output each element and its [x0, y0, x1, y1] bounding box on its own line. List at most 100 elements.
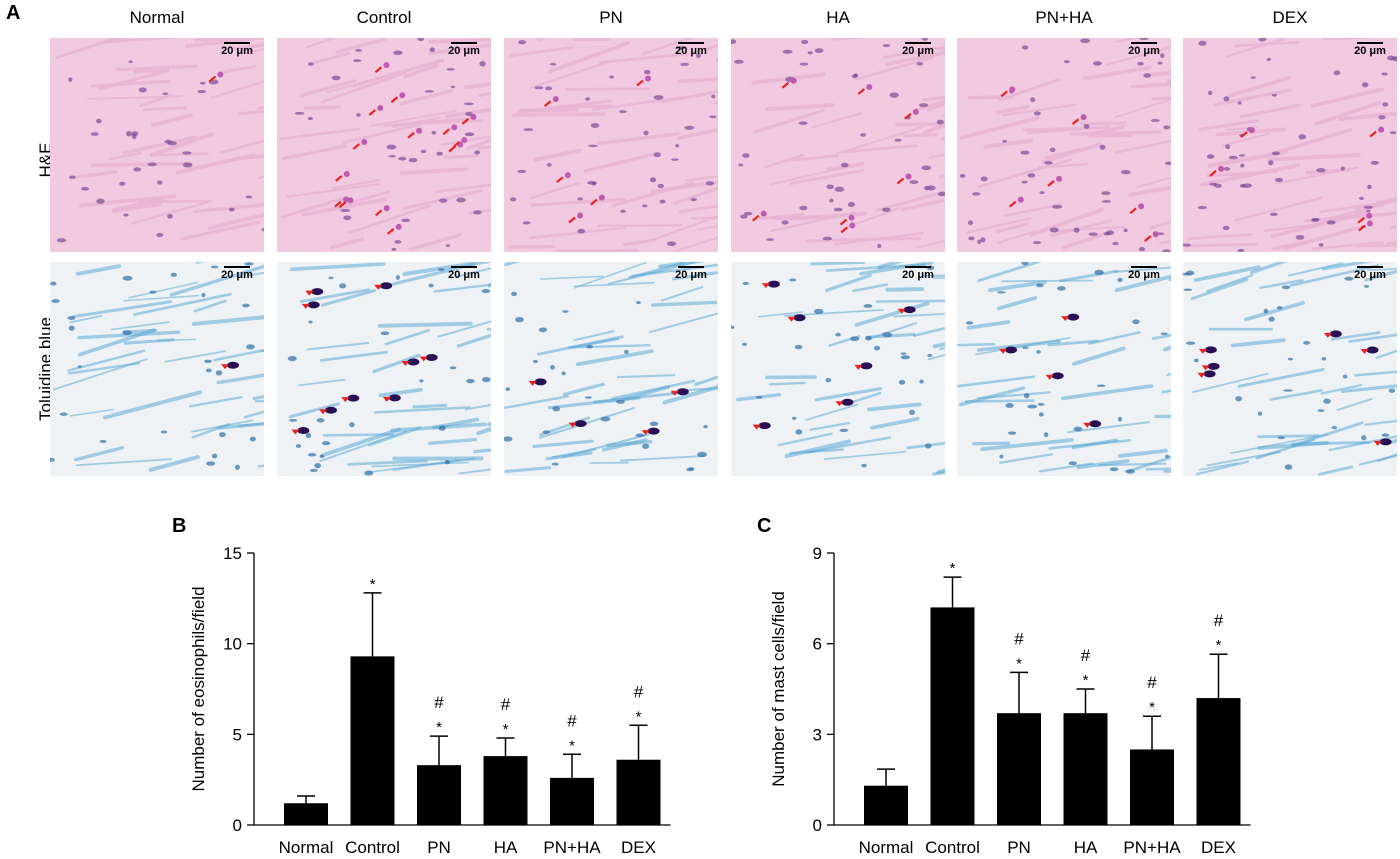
panel-b-letter: B: [172, 515, 187, 537]
scale-bar-line: [1357, 266, 1383, 268]
x-tick-label: Control: [345, 838, 400, 857]
significance-hash: #: [1214, 611, 1224, 630]
significance-star: *: [503, 721, 509, 738]
significance-hash: #: [1081, 646, 1091, 665]
scale-bar-label: 20 μm: [1128, 269, 1160, 281]
significance-star: *: [950, 560, 956, 577]
column-label-pn-ha: PN+HA: [1035, 8, 1093, 27]
column-label-ha: HA: [826, 8, 850, 27]
x-tick-label: PN: [427, 838, 451, 857]
scale-bar: 20 μm: [670, 266, 712, 281]
x-tick-label: PN: [1007, 838, 1031, 857]
micrograph-he-ha: 20 μm: [731, 38, 945, 252]
y-tick-label: 0: [233, 816, 242, 835]
micrograph-image: [957, 38, 1171, 252]
scale-bar-label: 20 μm: [221, 45, 253, 57]
y-tick-label: 3: [813, 725, 822, 744]
scale-bar: 20 μm: [216, 266, 258, 281]
eosinophil-bar-chart: 0 5 10 15 Number of eosinophils/field Normal *…: [190, 544, 671, 857]
column-label-pn: PN: [599, 8, 623, 27]
scale-bar: 20 μm: [1349, 266, 1391, 281]
scale-bar-line: [905, 266, 931, 268]
micrograph-image: [50, 38, 264, 252]
scale-bar-label: 20 μm: [448, 269, 480, 281]
column-label-dex: DEX: [1272, 8, 1308, 27]
scale-bar-line: [678, 266, 704, 268]
scale-bar: 20 μm: [670, 42, 712, 57]
y-axis-label: Number of mast cells/field: [770, 591, 788, 787]
bar-ha: [1063, 713, 1108, 825]
scale-bar: 20 μm: [443, 266, 485, 281]
scale-bar-label: 20 μm: [675, 269, 707, 281]
mast-cell-bar-chart: 0 3 6 9 Number of mast cells/field Normal * Con…: [770, 544, 1251, 857]
bar-control: [350, 656, 395, 825]
significance-hash: #: [501, 695, 511, 714]
y-tick-label: 15: [223, 544, 242, 563]
bar-normal: [864, 785, 908, 825]
scale-bar: 20 μm: [443, 42, 485, 57]
bar-control: [930, 607, 975, 825]
scale-bar-line: [224, 42, 250, 44]
bar-pn: [997, 713, 1041, 825]
significance-star: *: [436, 719, 442, 736]
scale-bar-label: 20 μm: [1354, 45, 1386, 57]
scale-bar-line: [1131, 42, 1157, 44]
micrograph-tb-normal: 20 μm: [50, 262, 264, 476]
y-tick-label: 10: [223, 635, 242, 654]
x-tick-label: Control: [925, 838, 980, 857]
panel-c-letter: C: [757, 515, 772, 537]
scale-bar-line: [451, 42, 477, 44]
panel-a-letter: A: [6, 2, 21, 24]
micrograph-he-control: 20 μm: [277, 38, 491, 252]
x-tick-label: PN+HA: [543, 838, 601, 857]
x-tick-label: Normal: [279, 838, 334, 857]
micrograph-he-pn: 20 μm: [504, 38, 718, 252]
micrograph-image: [50, 262, 264, 476]
y-tick-label: 5: [233, 725, 242, 744]
scale-bar: 20 μm: [897, 266, 939, 281]
bar-pn: [417, 765, 461, 825]
bar-ha: [483, 756, 528, 825]
micrograph-image: [504, 262, 718, 476]
y-tick-label: 6: [813, 635, 822, 654]
micrograph-tb-pn: 20 μm: [504, 262, 718, 476]
micrograph-image: [504, 38, 718, 252]
x-tick-label: HA: [1074, 838, 1098, 857]
x-tick-label: HA: [494, 838, 518, 857]
micrograph-image: [277, 38, 491, 252]
micrograph-tb-ha: 20 μm: [731, 262, 945, 476]
micrograph-tb-control: 20 μm: [277, 262, 491, 476]
scale-bar-label: 20 μm: [902, 45, 934, 57]
scale-bar-line: [1357, 42, 1383, 44]
micrograph-image: [1183, 262, 1397, 476]
x-tick-label: DEX: [1201, 838, 1236, 857]
significance-star: *: [370, 576, 376, 593]
bar-pn-ha: [1130, 749, 1174, 825]
scale-bar: 20 μm: [1123, 42, 1165, 57]
scale-bar-label: 20 μm: [902, 269, 934, 281]
bar-pn-ha: [550, 777, 594, 825]
scale-bar: 20 μm: [1123, 266, 1165, 281]
significance-star: *: [1083, 672, 1089, 689]
scale-bar-label: 20 μm: [1128, 45, 1160, 57]
significance-star: *: [1149, 699, 1155, 716]
y-tick-label: 0: [813, 816, 822, 835]
micrograph-image: [731, 38, 945, 252]
significance-star: *: [636, 708, 642, 725]
bar-dex: [616, 759, 661, 825]
scale-bar: 20 μm: [897, 42, 939, 57]
significance-hash: #: [1147, 673, 1157, 692]
x-tick-label: Normal: [859, 838, 914, 857]
x-tick-label: DEX: [621, 838, 656, 857]
micrograph-image: [277, 262, 491, 476]
y-axis-label: Number of eosinophils/field: [190, 586, 208, 791]
scale-bar-label: 20 μm: [1354, 269, 1386, 281]
x-tick-label: PN+HA: [1123, 838, 1181, 857]
significance-star: *: [1216, 637, 1222, 654]
micrograph-he-pn-ha: 20 μm: [957, 38, 1171, 252]
micrograph-tb-pn-ha: 20 μm: [957, 262, 1171, 476]
scale-bar-line: [678, 42, 704, 44]
scale-bar-line: [905, 42, 931, 44]
y-tick-label: 9: [813, 544, 822, 563]
bar-normal: [284, 803, 328, 825]
